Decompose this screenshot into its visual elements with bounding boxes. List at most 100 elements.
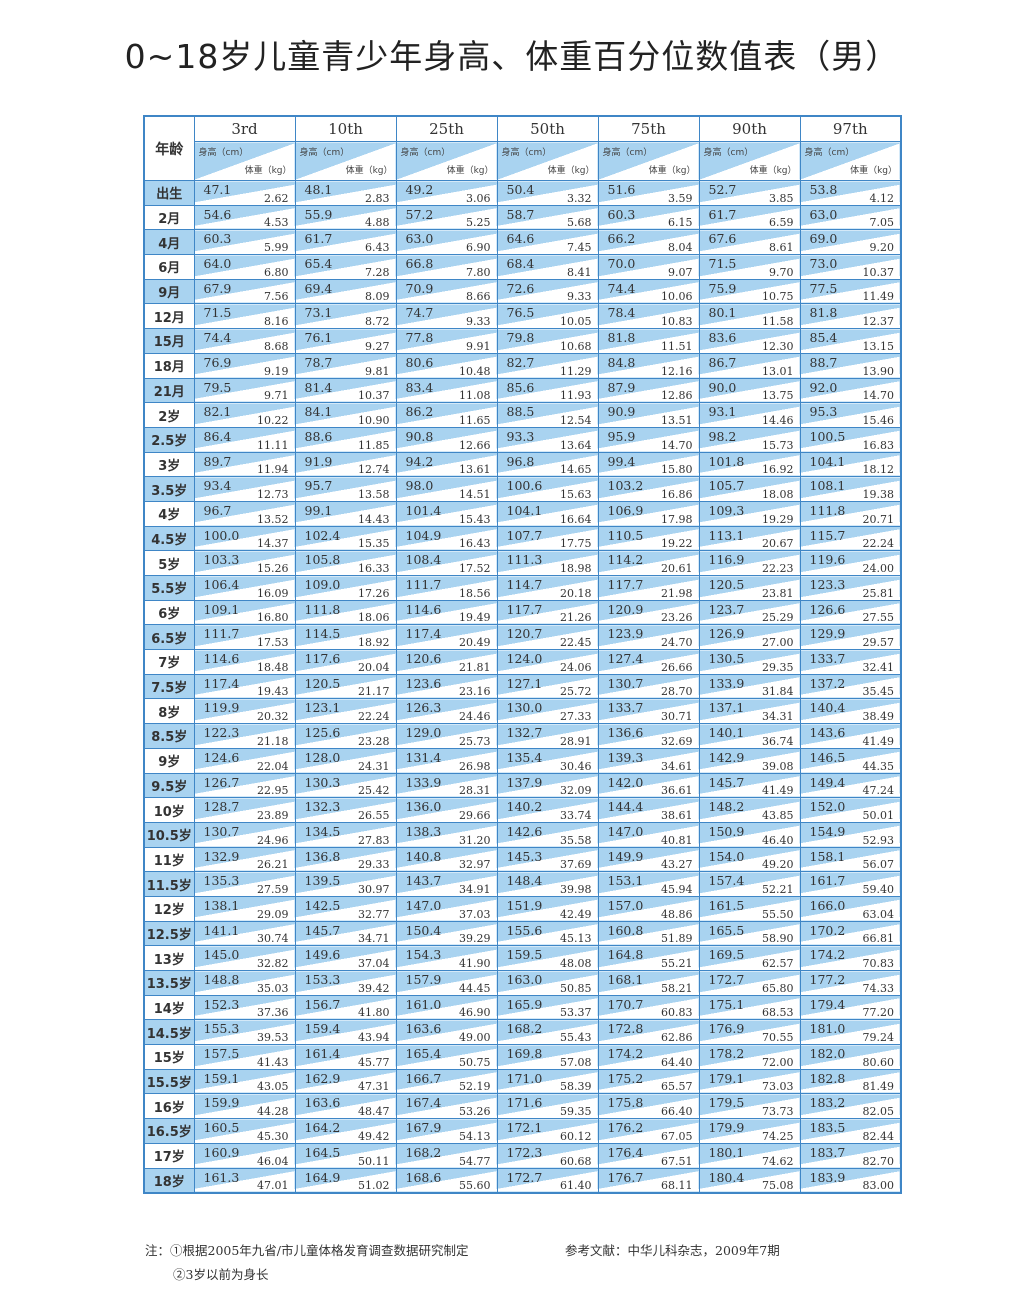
value-cell: 160.5 45.30 <box>193 1118 296 1144</box>
weight-value: 74.25 <box>762 1129 794 1143</box>
height-value: 174.2 <box>607 1046 644 1062</box>
value-cell: 58.7 5.68 <box>496 204 599 231</box>
height-unit-label: 身高（cm） <box>198 148 249 158</box>
weight-value: 21.17 <box>358 685 390 699</box>
weight-value: 39.29 <box>459 932 491 946</box>
height-value: 66.8 <box>405 256 434 272</box>
value-cell: 65.4 7.28 <box>294 254 397 280</box>
height-value: 68.4 <box>506 256 535 272</box>
value-cell: 120.5 21.17 <box>294 673 397 700</box>
height-value: 90.8 <box>405 428 434 444</box>
value-cell: 81.8 12.37 <box>799 303 902 330</box>
weight-value: 9.19 <box>264 364 289 378</box>
value-cell: 133.9 28.31 <box>395 772 498 799</box>
height-value: 107.7 <box>506 527 543 543</box>
weight-value: 8.09 <box>365 290 390 304</box>
weight-value: 15.35 <box>358 537 390 551</box>
height-value: 117.7 <box>506 601 543 617</box>
weight-value: 66.81 <box>862 932 895 946</box>
value-cell: 140.4 38.49 <box>799 698 902 725</box>
value-cell: 123.7 25.29 <box>698 599 801 626</box>
weight-value: 50.75 <box>459 1055 491 1069</box>
weight-value: 65.57 <box>661 1080 693 1094</box>
table-row: 11.5岁 135.3 27.59 139.5 30.97 143.7 34.91 148.4… <box>143 871 902 897</box>
value-cell: 143.7 34.91 <box>395 871 498 897</box>
value-cell: 164.8 55.21 <box>597 945 700 971</box>
weight-value: 11.29 <box>560 364 592 378</box>
height-value: 48.1 <box>304 182 333 197</box>
weight-value: 39.08 <box>762 759 794 773</box>
value-cell: 164.5 50.11 <box>294 1142 397 1169</box>
weight-value: 14.46 <box>762 413 794 427</box>
value-cell: 50.4 3.32 <box>496 180 599 206</box>
value-cell: 161.4 45.77 <box>294 1044 397 1070</box>
height-unit-label: 身高（cm） <box>703 148 754 158</box>
height-value: 142.9 <box>708 749 745 765</box>
value-cell: 175.1 68.53 <box>698 994 801 1021</box>
weight-value: 54.77 <box>459 1154 491 1168</box>
value-cell: 90.8 12.66 <box>395 426 498 453</box>
height-value: 71.5 <box>708 256 737 272</box>
value-cell: 145.0 32.82 <box>193 945 296 971</box>
height-value: 165.4 <box>405 1046 442 1062</box>
note-2: ②3岁以前为身长 <box>173 1267 269 1282</box>
value-cell: 111.3 18.98 <box>496 550 599 576</box>
height-value: 100.0 <box>203 527 240 543</box>
value-cell: 114.2 20.61 <box>597 550 700 576</box>
weight-value: 8.72 <box>365 315 390 329</box>
weight-value: 22.45 <box>560 636 592 650</box>
weight-value: 7.05 <box>869 216 895 230</box>
height-value: 174.2 <box>809 947 846 963</box>
value-cell: 161.0 46.90 <box>395 994 498 1021</box>
value-cell: 153.3 39.42 <box>294 970 397 996</box>
weight-value: 39.42 <box>358 981 390 995</box>
weight-value: 47.24 <box>862 784 895 798</box>
weight-value: 16.33 <box>358 562 390 575</box>
note-1: 注：①根据2005年九省/市儿童体格发育调查数据研究制定 <box>145 1243 469 1258</box>
height-value: 178.2 <box>708 1046 745 1062</box>
height-value: 120.7 <box>506 626 543 642</box>
value-cell: 161.5 55.50 <box>698 895 801 922</box>
value-cell: 170.2 66.81 <box>799 920 902 947</box>
value-cell: 115.7 22.24 <box>799 525 902 552</box>
height-value: 132.9 <box>203 848 240 864</box>
height-value: 163.6 <box>304 1095 341 1111</box>
height-value: 115.7 <box>809 527 846 543</box>
value-cell: 130.3 25.42 <box>294 772 397 799</box>
height-value: 179.5 <box>708 1095 745 1111</box>
value-cell: 108.1 19.38 <box>799 476 902 502</box>
percentile-header-75th: 75th <box>597 115 700 142</box>
weight-value: 12.16 <box>661 364 693 378</box>
value-cell: 63.0 7.05 <box>799 204 902 231</box>
weight-value: 11.58 <box>762 315 794 329</box>
value-cell: 149.4 47.24 <box>799 772 902 799</box>
value-cell: 120.7 22.45 <box>496 624 599 651</box>
height-value: 116.9 <box>708 552 745 568</box>
height-value: 140.8 <box>405 848 442 864</box>
weight-value: 7.56 <box>264 290 289 304</box>
weight-value: 30.71 <box>661 710 693 724</box>
weight-value: 24.31 <box>358 759 390 773</box>
weight-value: 55.60 <box>459 1179 491 1193</box>
height-value: 98.0 <box>405 478 434 494</box>
value-cell: 71.5 9.70 <box>698 254 801 280</box>
table-row: 3岁 89.7 11.94 91.9 12.74 94.2 13.61 96.8 14.65 99… <box>143 451 902 478</box>
weight-value: 32.09 <box>560 784 592 798</box>
weight-value: 35.45 <box>862 685 895 699</box>
weight-value: 8.61 <box>769 241 794 255</box>
value-cell: 126.3 24.46 <box>395 698 498 725</box>
unit-header-cell: 身高（cm） 体重（kg） <box>698 141 801 181</box>
weight-value: 8.04 <box>668 241 693 255</box>
age-cell: 3.5岁 <box>143 476 195 502</box>
value-cell: 73.0 10.37 <box>799 254 902 280</box>
value-cell: 136.0 29.66 <box>395 797 498 823</box>
height-value: 183.2 <box>809 1095 846 1111</box>
height-value: 171.0 <box>506 1070 543 1086</box>
height-value: 119.9 <box>203 700 240 716</box>
weight-value: 32.82 <box>257 957 289 970</box>
weight-value: 35.03 <box>257 981 289 995</box>
height-value: 79.8 <box>506 330 535 346</box>
height-value: 154.9 <box>809 823 846 839</box>
height-value: 119.6 <box>809 552 846 568</box>
weight-value: 17.52 <box>459 562 491 575</box>
